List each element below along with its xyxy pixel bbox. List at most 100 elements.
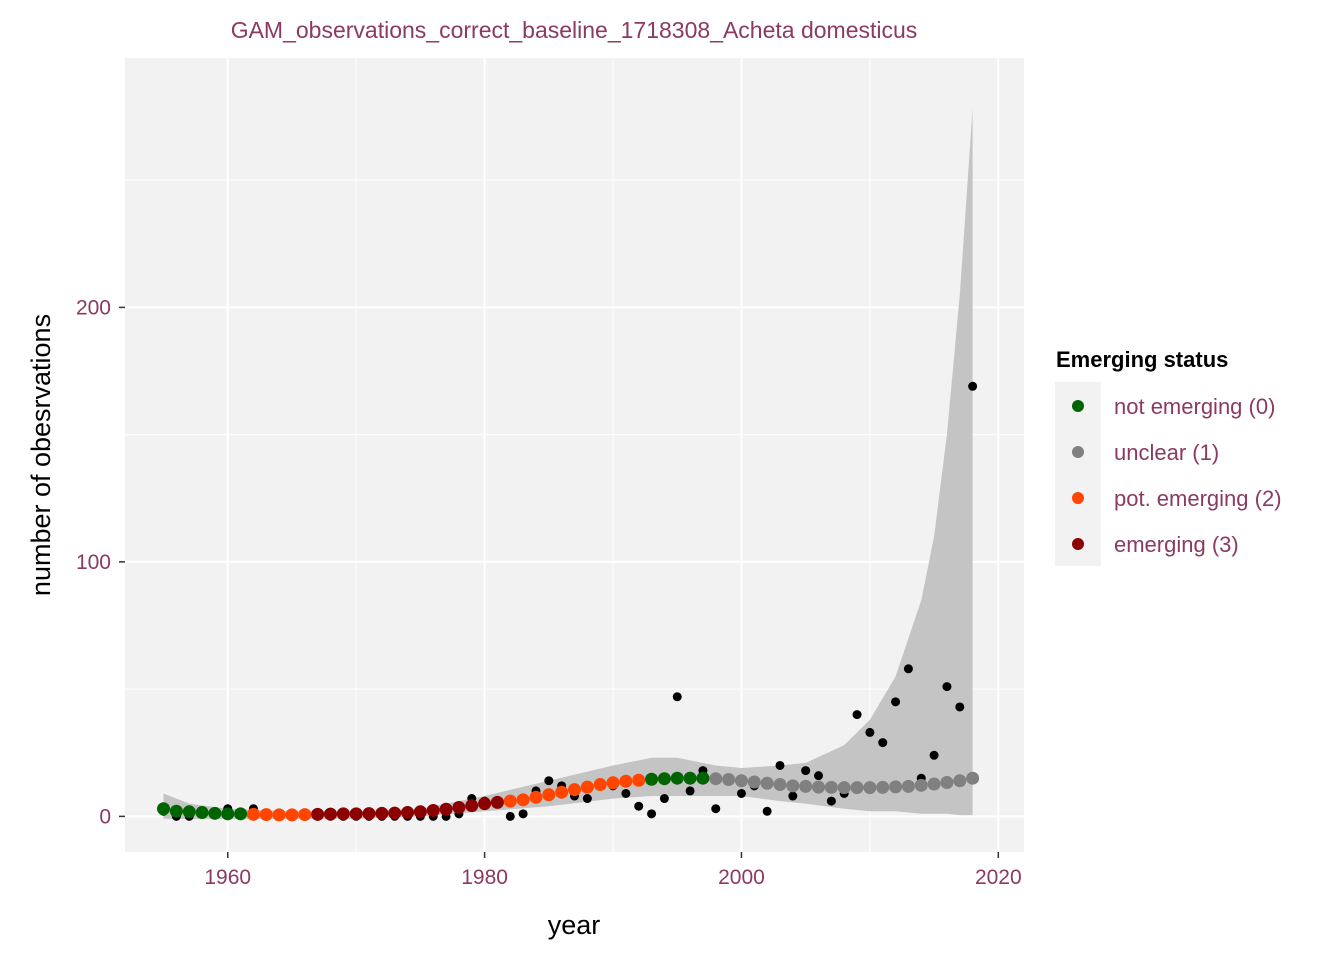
legend-label-not-emerging: not emerging (0) <box>1114 394 1275 419</box>
legend-key-emerging <box>1072 538 1084 550</box>
observation-point <box>544 776 554 786</box>
fit-point <box>285 808 299 822</box>
observation-point <box>762 806 772 816</box>
fit-point <box>953 774 967 788</box>
fit-point <box>606 776 620 790</box>
observation-point <box>672 692 682 702</box>
observation-point <box>852 710 862 720</box>
legend: Emerging status not emerging (0) unclear… <box>1055 347 1282 566</box>
legend-key-pot-emerging <box>1072 492 1084 504</box>
fit-point <box>889 780 903 794</box>
fit-point <box>349 807 363 821</box>
fit-point <box>940 776 954 790</box>
legend-label-emerging: emerging (3) <box>1114 532 1239 557</box>
fit-point <box>850 781 864 795</box>
fit-point <box>362 807 376 821</box>
fit-point <box>336 807 350 821</box>
observation-point <box>685 786 695 796</box>
fit-point <box>901 779 915 793</box>
fit-point <box>323 807 337 821</box>
fit-point <box>157 802 171 816</box>
fit-point <box>812 780 826 794</box>
grid-lines <box>125 58 1024 852</box>
observation-point <box>942 682 952 692</box>
y-axis-title: number of obesrvations <box>26 314 56 596</box>
chart-title: GAM_observations_correct_baseline_171830… <box>231 17 918 43</box>
observation-point <box>621 788 631 798</box>
fit-point <box>452 800 466 814</box>
confidence-band <box>163 108 973 819</box>
fit-point <box>657 772 671 786</box>
fit-point <box>221 807 235 821</box>
observation-point <box>711 804 721 814</box>
axes: 1960 1980 2000 2020 0 100 200 <box>76 296 1022 889</box>
fit-point <box>426 804 440 818</box>
observation-point <box>634 801 644 811</box>
fit-point <box>722 772 736 786</box>
fit-point <box>786 779 800 793</box>
observation-point <box>801 766 811 776</box>
fit-point <box>529 790 543 804</box>
y-tick-label: 200 <box>76 296 111 319</box>
fit-point <box>272 808 286 822</box>
fit-point <box>208 806 222 820</box>
observation-point <box>955 702 965 712</box>
legend-key-background <box>1055 382 1101 566</box>
observation-point <box>659 794 669 804</box>
fit-point <box>773 778 787 792</box>
fit-point <box>439 802 453 816</box>
fit-point <box>465 799 479 813</box>
fit-point <box>876 780 890 794</box>
fit-point <box>169 804 183 818</box>
fit-point <box>580 780 594 794</box>
fit-point <box>632 773 646 787</box>
observation-point <box>891 697 901 707</box>
fit-point <box>696 771 710 785</box>
y-tick-label: 100 <box>76 551 111 574</box>
observation-point <box>968 381 978 391</box>
legend-label-pot-emerging: pot. emerging (2) <box>1114 486 1282 511</box>
fit-point <box>568 783 581 797</box>
fit-point <box>709 772 723 786</box>
fit-points <box>157 771 980 822</box>
observation-point <box>903 664 913 674</box>
x-tick-label: 2000 <box>718 866 765 889</box>
fit-point <box>388 806 402 820</box>
fit-point <box>490 795 504 809</box>
observation-point <box>582 794 592 804</box>
observation-point <box>826 796 836 806</box>
fit-point <box>311 807 325 821</box>
fit-point <box>401 806 415 820</box>
fit-point <box>734 774 748 788</box>
fit-point <box>298 808 312 822</box>
fit-point <box>927 777 941 791</box>
fit-point <box>593 778 607 792</box>
fit-point <box>914 778 928 792</box>
fit-point <box>375 806 389 820</box>
legend-key-unclear <box>1072 446 1084 458</box>
observation-point <box>505 811 515 821</box>
legend-title: Emerging status <box>1056 347 1228 372</box>
fit-point <box>760 776 774 790</box>
fit-point <box>683 771 697 785</box>
fit-point <box>645 772 659 786</box>
fit-point <box>619 774 633 788</box>
observation-point <box>788 791 798 801</box>
x-tick-label: 2020 <box>975 866 1022 889</box>
observation-point <box>865 727 875 737</box>
fit-point <box>478 797 492 811</box>
y-tick-label: 0 <box>99 805 111 828</box>
legend-key-not-emerging <box>1072 400 1084 412</box>
fit-point <box>837 781 851 795</box>
fit-point <box>246 807 260 821</box>
observation-point <box>814 771 824 781</box>
fit-point <box>555 785 569 799</box>
legend-label-unclear: unclear (1) <box>1114 440 1219 465</box>
observation-point <box>736 788 746 798</box>
observation-point <box>647 809 657 819</box>
fit-point <box>195 806 209 820</box>
confidence-band-layer <box>163 108 973 819</box>
fit-point <box>413 805 427 819</box>
fit-point <box>542 788 556 802</box>
